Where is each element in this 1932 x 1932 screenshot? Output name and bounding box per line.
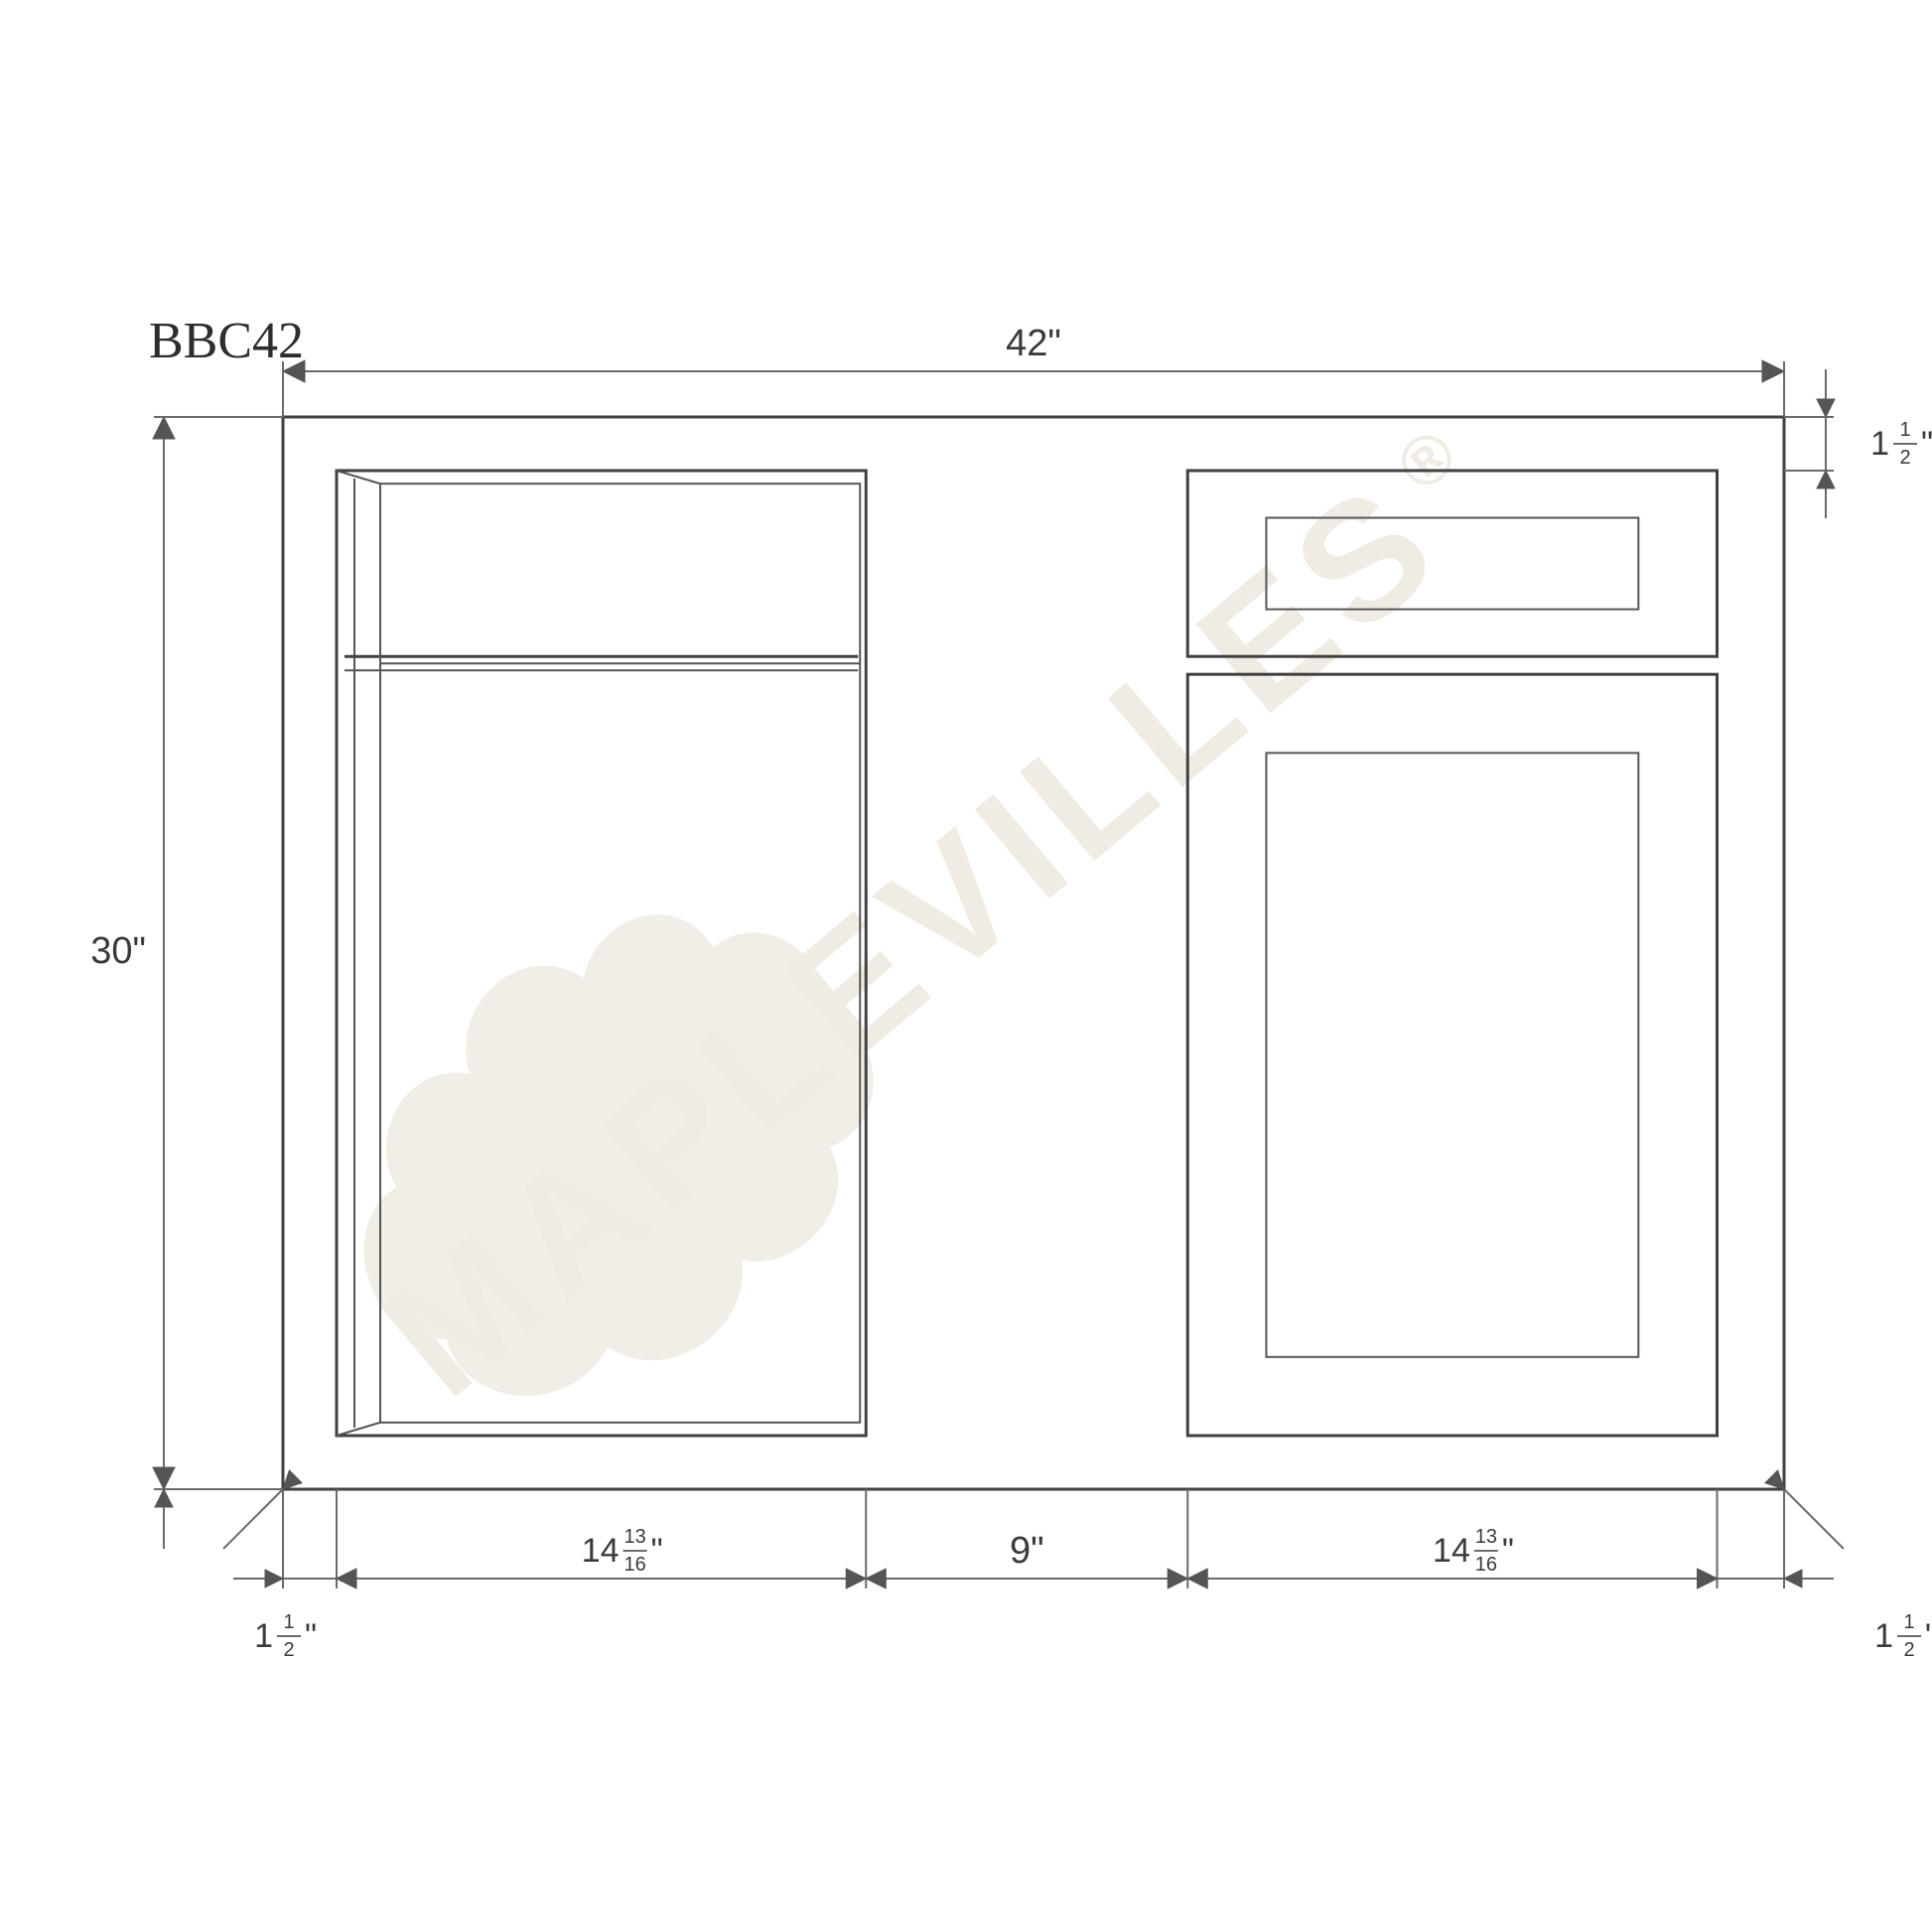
dim-width-label: 42" xyxy=(1006,323,1061,364)
svg-text:MAPLEVILLES: MAPLEVILLES xyxy=(349,444,1476,1432)
svg-text:1: 1 xyxy=(1899,419,1910,441)
dim-center-label: 9" xyxy=(1010,1530,1044,1572)
svg-text:1: 1 xyxy=(1903,1611,1914,1633)
svg-text:14: 14 xyxy=(582,1532,620,1570)
svg-text:": " xyxy=(1925,1617,1932,1655)
drawing-title: BBC42 xyxy=(149,313,304,369)
svg-text:14: 14 xyxy=(1433,1532,1470,1570)
svg-text:1: 1 xyxy=(1874,1617,1893,1655)
svg-text:1: 1 xyxy=(283,1611,294,1633)
dim-height-label: 30" xyxy=(90,930,146,972)
svg-text:2: 2 xyxy=(1899,447,1910,469)
svg-text:1: 1 xyxy=(254,1617,273,1655)
svg-text:13: 13 xyxy=(1475,1526,1497,1548)
watermark: MAPLEVILLES® xyxy=(260,285,1591,1494)
svg-text:": " xyxy=(1921,425,1932,463)
svg-text:": " xyxy=(305,1617,317,1655)
dimensions-layer: 42"30"112"112"141316"9"141316"112" xyxy=(90,323,1932,1661)
svg-text:16: 16 xyxy=(1475,1554,1497,1576)
svg-text:13: 13 xyxy=(624,1526,646,1548)
svg-text:®: ® xyxy=(1382,406,1480,506)
svg-text:2: 2 xyxy=(283,1639,294,1661)
svg-text:": " xyxy=(1502,1532,1514,1570)
svg-text:": " xyxy=(651,1532,663,1570)
svg-text:16: 16 xyxy=(624,1554,646,1576)
svg-text:1: 1 xyxy=(1870,425,1889,463)
svg-text:2: 2 xyxy=(1903,1639,1914,1661)
